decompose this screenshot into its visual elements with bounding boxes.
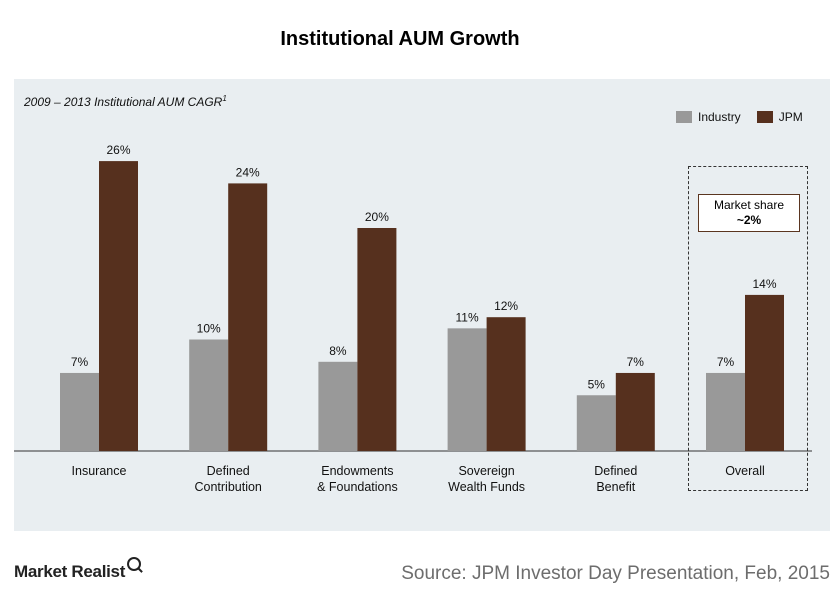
data-label-industry-2: 8%	[329, 344, 347, 358]
bar-jpm-5	[745, 294, 784, 451]
data-label-jpm-2: 20%	[365, 210, 389, 224]
data-label-jpm-4: 7%	[627, 355, 645, 369]
bar-jpm-3	[486, 317, 526, 451]
legend-item-jpm: JPM	[756, 110, 803, 124]
bar-industry-2	[318, 361, 358, 451]
data-label-industry-3: 11%	[456, 310, 479, 324]
overall-highlight-box	[688, 166, 808, 491]
bar-jpm-4	[615, 372, 655, 451]
category-label-3-0: Sovereign	[458, 464, 514, 478]
category-label-5-0: Overall	[725, 464, 765, 478]
legend-swatch-jpm	[756, 111, 773, 123]
chart-title: Institutional AUM Growth	[280, 28, 520, 50]
bar-jpm-2	[357, 228, 397, 451]
market-share-value: ~2%	[736, 213, 762, 227]
bar-chart: 7% 26% Insurance 10% 24% Defined Contribution 8…	[14, 143, 812, 494]
bar-industry-0	[60, 372, 99, 451]
category-label-3-1: Wealth Funds	[448, 480, 525, 494]
data-label-industry-4: 5%	[588, 377, 606, 391]
chart-panel: 2009 – 2013 Institutional AUM CAGR1 Indu…	[14, 79, 830, 531]
subtitle-text: 2009 – 2013 Institutional AUM CAGR	[24, 95, 223, 109]
legend-label-jpm: JPM	[778, 110, 803, 124]
market-share-label: Market share	[713, 198, 785, 212]
magnifier-icon	[127, 557, 142, 571]
category-label-2-1: & Foundations	[317, 480, 398, 494]
data-label-industry-1: 10%	[197, 322, 221, 336]
source-note: Source: JPM Investor Day Presentation, F…	[401, 563, 830, 584]
bar-jpm-0	[99, 161, 138, 451]
legend-swatch-industry	[676, 111, 692, 123]
legend-label-industry: Industry	[698, 110, 741, 124]
category-label-4-0: Defined	[594, 464, 637, 478]
category-label-1-1: Contribution	[194, 480, 261, 494]
bar-industry-3	[447, 328, 487, 451]
data-label-jpm-3: 12%	[494, 299, 518, 313]
category-label-1-0: Defined	[207, 464, 250, 478]
brand-name: Market Realist	[14, 562, 126, 581]
category-label-4-1: Benefit	[596, 480, 635, 494]
legend-item-industry: Industry	[676, 110, 741, 124]
data-label-jpm-0: 26%	[106, 143, 130, 157]
bar-industry-5	[706, 372, 745, 451]
data-label-industry-5: 7%	[717, 355, 735, 369]
category-label-2-0: Endowments	[321, 464, 393, 478]
data-label-industry-0: 7%	[71, 355, 89, 369]
category-label-0-0: Insurance	[72, 464, 127, 478]
bar-jpm-1	[228, 183, 268, 451]
brand-logo: Market Realist	[14, 557, 142, 582]
market-share-callout: Market share ~2%	[698, 194, 800, 232]
bar-industry-1	[189, 339, 229, 451]
data-label-jpm-5: 14%	[752, 277, 776, 291]
subtitle-footnote: 1	[222, 94, 227, 103]
chart-legend: Industry JPM	[676, 110, 803, 124]
data-label-jpm-1: 24%	[236, 165, 260, 179]
bar-industry-4	[576, 395, 616, 451]
chart-subtitle: 2009 – 2013 Institutional AUM CAGR1	[24, 94, 227, 109]
